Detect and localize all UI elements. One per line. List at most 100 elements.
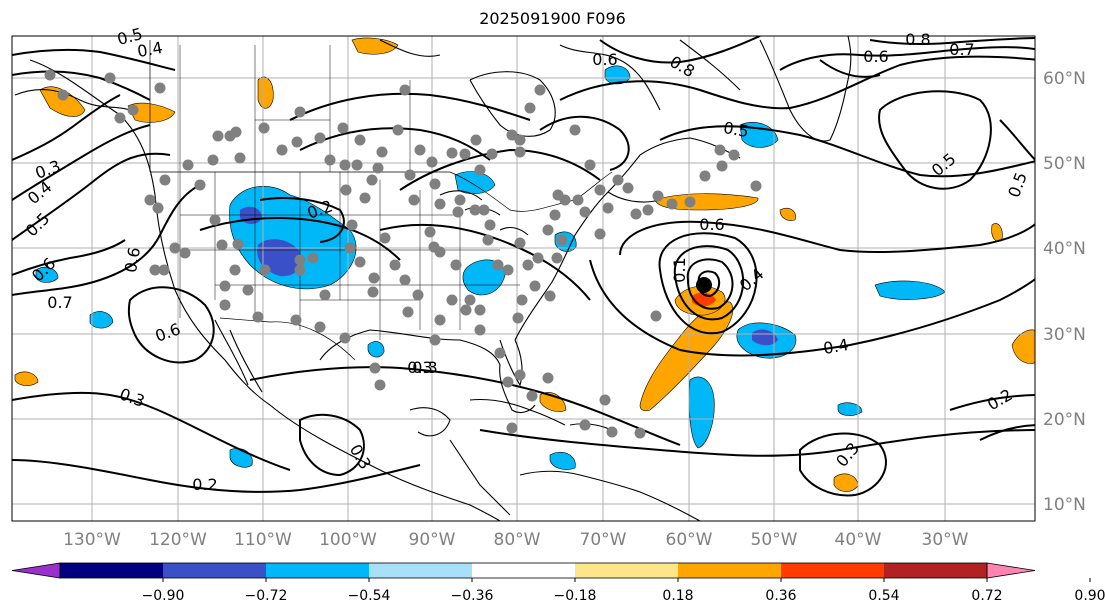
contour-0.2-us [259, 197, 345, 243]
latitude-label: 40°N [1043, 239, 1086, 259]
station-dot [714, 144, 726, 156]
station-dot [339, 332, 351, 344]
station-dot [516, 294, 528, 306]
contour-0.2-pacific [12, 459, 421, 493]
colorbar-tick-label: −0.72 [245, 588, 288, 604]
contour-storm-ring-3 [673, 245, 744, 321]
station-dot [294, 254, 306, 266]
contour-0.3-east-atlantic-loop [799, 432, 887, 497]
station-dot [399, 84, 411, 96]
colorbar-segment [163, 563, 266, 578]
station-dot [429, 178, 441, 190]
station-dot [346, 219, 358, 231]
station-dot [374, 379, 386, 391]
colorbar-tick-label: 0.90 [1074, 588, 1105, 604]
station-dot [551, 252, 563, 264]
coastline-cuba [469, 398, 566, 426]
station-dot [152, 202, 164, 214]
orange-area-alaska [39, 86, 86, 117]
station-dot [750, 180, 762, 192]
longitude-labels: 130°W 120°W 110°W 100°W 90°W 80°W 70°W 60°W 50°W… [63, 530, 969, 550]
station-dot [368, 272, 380, 284]
station-dot [209, 214, 221, 226]
station-dot [179, 247, 191, 259]
blue-area-caribbean [549, 451, 576, 470]
station-dot [57, 89, 69, 101]
graticule [12, 36, 1035, 521]
orange-area-storm-tail [639, 301, 734, 412]
station-dot [392, 124, 404, 136]
station-dot [276, 144, 288, 156]
contour-0.5-great-lakes [399, 148, 601, 191]
station-dot [542, 224, 554, 236]
station-dot [216, 239, 228, 251]
station-dot [354, 134, 366, 146]
station-dot [474, 164, 486, 176]
station-dot [159, 174, 171, 186]
contour-label: 0.6 [699, 215, 724, 234]
station-dot [127, 104, 139, 116]
station-dot [207, 154, 219, 166]
station-dot [542, 372, 554, 384]
longitude-label: 30°W [922, 530, 969, 550]
station-dot [454, 194, 466, 206]
longitude-label: 120°W [149, 530, 207, 550]
contour-0.5-east-canada [539, 115, 630, 171]
contour-storm-ring-4 [658, 232, 758, 335]
contour-label: 0.4 [822, 335, 850, 358]
station-dot [294, 106, 306, 118]
station-dot [522, 259, 534, 271]
station-dot [359, 192, 371, 204]
station-dot [514, 146, 526, 158]
longitude-label: 80°W [494, 530, 541, 550]
station-dot [379, 232, 391, 244]
station-dot [484, 219, 496, 231]
contour-label: 0.5 [722, 118, 750, 141]
station-dot [506, 422, 518, 434]
storm-center-marker [696, 277, 712, 293]
station-dot [474, 324, 486, 336]
contour-0.6-west [12, 184, 201, 296]
coastline-gulf [319, 329, 536, 414]
station-dot [612, 174, 624, 186]
contour-storm-ring-2 [686, 258, 734, 310]
colorbar-tick-label: 0.72 [971, 588, 1002, 604]
coastlines [14, 36, 852, 521]
contour-0.6-pacific-loop [127, 286, 215, 364]
border-us-canada [150, 171, 613, 212]
station-dot [544, 290, 556, 302]
station-dot [492, 259, 504, 271]
contour-0.6-canada [289, 92, 531, 121]
contour-0.4-central [589, 259, 1035, 357]
latitude-label: 50°N [1043, 154, 1086, 174]
contour-0.6-north [559, 55, 1035, 110]
station-dot [486, 148, 498, 160]
orange-area-yukon [257, 76, 274, 109]
station-dot [408, 194, 420, 206]
contour-0.6-east [619, 220, 1035, 256]
station-dot [314, 132, 326, 144]
contour-0.7-canada [299, 127, 491, 161]
station-dot [182, 159, 194, 171]
contour-0.3-pacific [12, 391, 291, 471]
longitude-label: 130°W [63, 530, 121, 550]
blue-area-pacific-sw [89, 311, 114, 329]
station-dot [634, 427, 646, 439]
station-dot [169, 242, 181, 254]
station-dot [464, 294, 476, 306]
station-dot [556, 234, 568, 246]
longitude-label: 60°W [666, 530, 713, 550]
station-dot [376, 146, 388, 158]
station-dot [252, 311, 264, 323]
coastline-mexico [269, 404, 501, 521]
station-dot [532, 252, 544, 264]
station-dot [324, 154, 336, 166]
station-dot [219, 280, 231, 292]
province-borders [179, 45, 411, 172]
station-dot [104, 72, 116, 84]
contour-0.3-mexico-loop [299, 413, 365, 477]
latitude-label: 20°N [1043, 410, 1086, 430]
station-dot [482, 234, 494, 246]
station-dot [234, 152, 246, 164]
station-dot [728, 149, 740, 161]
